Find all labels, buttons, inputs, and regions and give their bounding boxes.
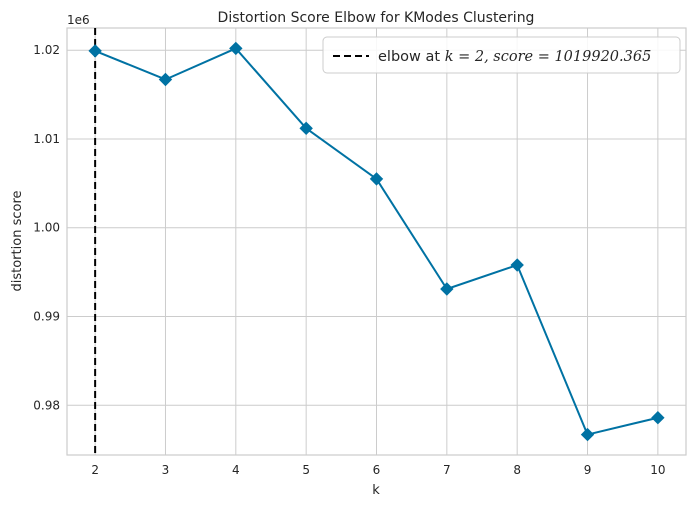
x-tick-label: 9 [584,463,592,477]
x-axis-label: k [372,483,380,498]
plot-frame [66,27,687,456]
data-point-marker [229,41,243,56]
y-tick-label: 0.98 [33,398,60,412]
y-axis-label: distortion score [10,191,25,292]
legend-label-formula: k = 2, score = 1019920.365 [445,49,652,65]
series-group [88,41,665,442]
data-point-marker [88,44,102,58]
y-tick-label: 1.00 [33,221,60,235]
x-tick-labels: 2 3 4 5 6 7 8 9 10 [91,463,665,477]
x-tick-label: 4 [232,463,240,477]
legend-box [322,36,681,74]
chart-title: Distortion Score Elbow for KModes Cluste… [218,10,535,26]
x-tick-label: 2 [91,463,99,477]
data-point-marker [651,411,665,425]
y-tick-label: 1.01 [33,132,60,146]
y-tick-labels: 0.98 0.99 1.00 1.01 1.02 [33,43,60,412]
data-point-marker [440,282,454,296]
x-tick-label: 7 [443,463,451,477]
y-tick-label: 1.02 [33,43,60,57]
data-point-marker [510,258,524,272]
data-point-marker [369,172,384,186]
x-tick-label: 10 [650,463,665,477]
x-tick-label: 3 [162,463,170,477]
x-tick-label: 6 [373,463,381,477]
x-tick-label: 8 [513,463,521,477]
legend-label-prefix: elbow at [378,49,445,65]
data-point-marker [580,427,595,442]
y-tick-label: 0.99 [33,310,60,324]
data-point-marker [299,121,313,136]
legend: elbow at k = 2, score = 1019920.365 [322,36,681,74]
y-offset-label: 1e6 [67,13,90,27]
x-tick-label: 5 [302,463,310,477]
data-point-marker [158,72,173,87]
legend-label: elbow at k = 2, score = 1019920.365 [378,49,651,65]
